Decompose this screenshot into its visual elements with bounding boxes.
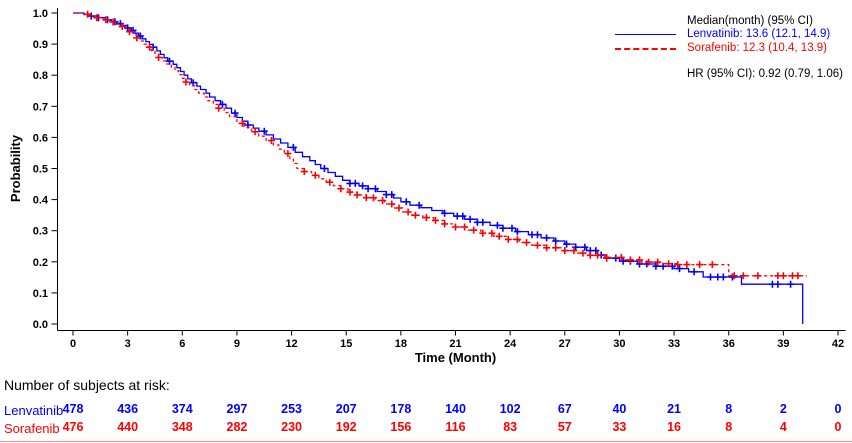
legend-header-row: Median(month) (95% CI) — [606, 15, 852, 28]
x-tick-label: 24 — [504, 338, 517, 350]
x-tick-label: 3 — [125, 338, 131, 350]
risk-row-label-sorafenib: Sorafenib — [4, 421, 60, 436]
risk-count-sorafenib-m30: 33 — [612, 420, 627, 434]
survival-curve-sorafenib — [73, 12, 807, 277]
legend-entry-sorafenib: Sorafenib: 12.3 (10.4, 13.9) — [606, 42, 852, 55]
axis-lines — [57, 8, 846, 331]
risk-count-lenvatinib-m21: 140 — [445, 402, 466, 416]
x-tick-label: 15 — [340, 338, 352, 350]
x-tick-label: 30 — [613, 338, 625, 350]
risk-count-sorafenib-m33: 16 — [667, 420, 682, 434]
risk-row-sorafenib: Sorafenib 476 440 348 282 230 192 156 116 83 57 33… — [0, 420, 852, 436]
x-tick-label: 12 — [285, 338, 297, 350]
y-tick-label: 0.7 — [33, 101, 48, 113]
risk-count-sorafenib-m6: 348 — [171, 420, 193, 434]
x-tick-label: 18 — [395, 338, 407, 350]
x-tick-label: 33 — [668, 338, 680, 350]
y-tick-label: 0.1 — [33, 288, 48, 300]
risk-count-sorafenib-m39: 4 — [779, 420, 787, 434]
risk-count-sorafenib-m9: 282 — [226, 420, 248, 434]
table-bottom-divider — [0, 441, 852, 442]
risk-count-lenvatinib-m15: 207 — [335, 402, 357, 416]
risk-table-caption: Number of subjects at risk: — [4, 377, 170, 393]
x-tick-label: 42 — [832, 338, 844, 350]
x-tick-label: 6 — [179, 338, 185, 350]
lenvatinib-line-key — [615, 34, 676, 36]
risk-count-lenvatinib-m33: 21 — [667, 402, 682, 416]
y-tick-label: 0.9 — [33, 39, 48, 51]
risk-count-lenvatinib-m18: 178 — [390, 402, 412, 416]
risk-count-sorafenib-m3: 440 — [117, 420, 139, 434]
risk-count-sorafenib-m42: 0 — [834, 420, 842, 434]
risk-count-lenvatinib-m36: 8 — [725, 402, 733, 416]
risk-count-sorafenib-m18: 156 — [390, 420, 412, 434]
y-tick-label: 0.6 — [33, 132, 48, 144]
risk-count-lenvatinib-m27: 67 — [557, 402, 572, 416]
risk-count-lenvatinib-m3: 436 — [117, 402, 139, 416]
lenvatinib-legend-label: Lenvatinib: 13.6 (12.1, 14.9) — [687, 28, 831, 41]
x-tick-label: 0 — [70, 338, 76, 350]
x-axis-title: Time (Month) — [415, 350, 496, 365]
censor-marks-sorafenib — [84, 10, 802, 280]
legend-header: Median(month) (95% CI) — [687, 15, 813, 27]
y-tick-label: 1.0 — [33, 8, 48, 20]
y-axis-title: Probability — [8, 134, 23, 202]
x-tick-label: 21 — [449, 338, 461, 350]
y-tick-label: 0.0 — [33, 319, 48, 331]
km-plot-canvas: 0.00.10.20.30.40.50.60.70.80.91.00 3 6 9 12 1… — [8, 8, 846, 365]
x-tick-label: 27 — [559, 338, 571, 350]
y-tick-label: 0.2 — [33, 257, 48, 269]
x-tick-label: 36 — [723, 338, 735, 350]
x-tick-label: 9 — [234, 338, 240, 350]
risk-count-lenvatinib-m9: 297 — [226, 402, 248, 416]
risk-count-sorafenib-m21: 116 — [445, 420, 466, 434]
risk-count-sorafenib-m36: 8 — [725, 420, 733, 434]
y-tick-label: 0.3 — [33, 226, 48, 238]
hazard-ratio-text: HR (95% CI): 0.92 (0.79, 1.06) — [687, 68, 843, 81]
risk-count-sorafenib-m0: 476 — [62, 420, 84, 434]
risk-row-lenvatinib: Lenvatinib 478 436 374 297 253 207 178 140 102 67… — [0, 402, 852, 418]
risk-count-lenvatinib-m6: 374 — [171, 402, 193, 416]
y-tick-label: 0.5 — [33, 164, 48, 176]
risk-count-sorafenib-m27: 57 — [557, 420, 572, 434]
risk-row-label-lenvatinib: Lenvatinib — [4, 403, 64, 418]
risk-count-lenvatinib-m30: 40 — [612, 402, 627, 416]
risk-count-lenvatinib-m39: 2 — [779, 402, 787, 416]
risk-count-lenvatinib-m24: 102 — [499, 402, 521, 416]
y-tick-label: 0.8 — [33, 70, 48, 82]
risk-count-sorafenib-m15: 192 — [335, 420, 357, 434]
risk-count-sorafenib-m12: 230 — [281, 420, 302, 434]
sorafenib-legend-label: Sorafenib: 12.3 (10.4, 13.9) — [687, 41, 828, 54]
risk-count-lenvatinib-m42: 0 — [834, 402, 842, 416]
risk-count-lenvatinib-m12: 253 — [281, 402, 302, 416]
risk-count-lenvatinib-m0: 478 — [62, 402, 84, 416]
hazard-ratio-row: HR (95% CI): 0.92 (0.79, 1.06) — [606, 68, 852, 81]
legend-entry-lenvatinib: Lenvatinib: 13.6 (12.1, 14.9) — [606, 28, 852, 41]
sorafenib-line-key — [615, 47, 676, 50]
legend: Median(month) (95% CI) Lenvatinib: 13.6 … — [606, 15, 852, 82]
risk-count-sorafenib-m24: 83 — [503, 420, 518, 434]
y-tick-label: 0.4 — [33, 195, 49, 207]
x-tick-label: 39 — [777, 338, 789, 350]
